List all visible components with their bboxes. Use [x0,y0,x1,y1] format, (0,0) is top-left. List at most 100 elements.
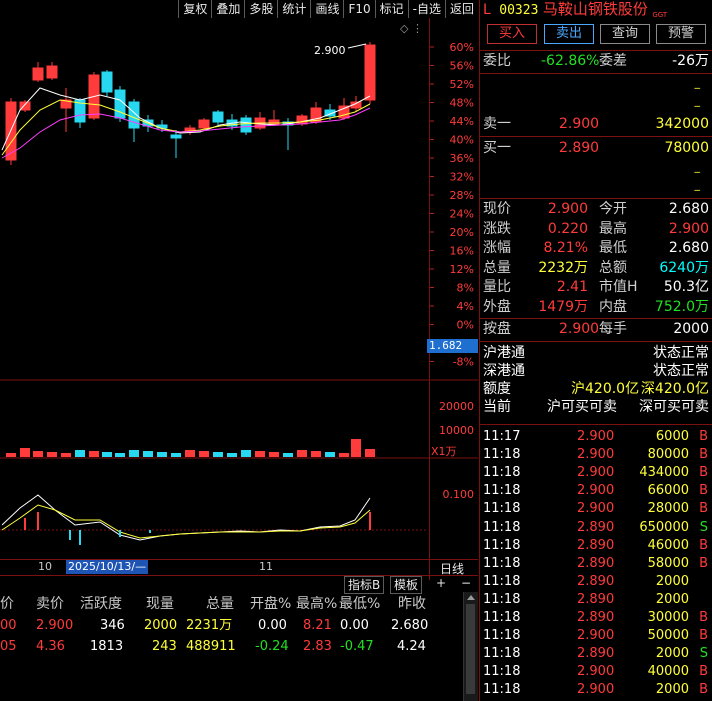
indicator-b-tab[interactable]: 指标B [344,576,385,594]
trading-status-row: 当前 沪可买可卖 深可买可卖 [483,398,709,417]
table-row[interactable]: 05 4.36 1813 243 488911 -0.24 2.83 -0.47… [0,637,462,657]
tick-price: 2.900 [577,628,615,644]
tick-side: S [699,646,708,662]
period-daily-label[interactable]: 日线 [440,562,465,576]
table-row[interactable]: 00 2.900 346 2000 2231万 0.00 8.21 0.00 2… [0,616,462,636]
cell-open-pct: -0.24 [255,639,289,654]
tick-side: S [699,519,708,535]
hk-connect-row: 沪港通 状态正常 [483,344,709,363]
volume-bar [157,452,167,457]
tick-row[interactable]: 11:18 2.890 2000 [483,572,709,591]
sell-button[interactable]: 卖出 [544,24,594,44]
quote-value: 6240万 [659,259,709,276]
divider [480,50,712,51]
buy-level-dash: _ [694,160,701,173]
alert-button[interactable]: 预警 [656,24,706,44]
kline-chart[interactable]: 2.900 60% 56% 52% 48% 44% 40% 36% 32% 28% 24% 20% 1… [0,18,478,590]
remove-tab-button[interactable]: − [461,576,472,590]
scroll-up-icon[interactable] [467,595,475,600]
divider [480,424,712,425]
tick-row[interactable]: 11:18 2.890 2000 S [483,644,709,663]
toolbar-statistics-button[interactable]: 统计 [277,0,310,18]
tick-row[interactable]: 11:18 2.890 58000 B [483,554,709,573]
volume-bar [365,449,375,457]
tick-row[interactable]: 11:18 2.900 80000 B [483,445,709,464]
ask1-price: 2.900 [559,116,600,132]
col-header-prev-close[interactable]: 昨收 [398,596,426,612]
chart-axis-labels: 60% 56% 52% 48% 44% 40% 36% 32% 28% 24% 20% 16% 12% 8… [431,41,474,501]
tick-row[interactable]: 11:18 2.890 2000 [483,590,709,609]
tick-row[interactable]: 11:18 2.900 66000 B [483,481,709,500]
tick-row[interactable]: 11:18 2.900 40000 B [483,662,709,681]
tick-row[interactable]: 11:17 2.900 6000 B [483,427,709,446]
price-annotation-label: 2.900 [314,44,346,57]
tick-row[interactable]: 11:18 2.900 2000 B [483,680,709,699]
toolbar-mark-button[interactable]: 标记 [374,0,408,18]
volume-bar [89,451,99,457]
quote-value: 2.41 [556,279,588,296]
volume-bar [20,448,30,457]
add-tab-button[interactable]: + [436,576,447,590]
table-scrollbar[interactable] [463,592,478,701]
menu-dots-icon[interactable]: ⋮ [412,22,423,35]
volume-bar [75,450,85,457]
anpan-value: 2.900 [559,321,600,337]
cell-current-vol: 2000 [144,618,178,633]
toolbar-multi-stock-button[interactable]: 多股 [244,0,277,18]
tick-row[interactable]: 11:18 2.890 46000 B [483,536,709,555]
candle-body [101,71,113,93]
tick-time: 11:18 [483,664,521,680]
quote-label: 总额 [599,259,627,276]
macd-axis-label: 0.100 [443,488,475,501]
candle-body [324,109,336,117]
divider [480,136,712,137]
col-header-activity[interactable]: 活跃度 [80,596,122,612]
buy-button[interactable]: 买入 [487,24,537,44]
toolbar-f10-button[interactable]: F10 [343,0,374,18]
col-header-price[interactable]: 价 [0,596,14,612]
date-cursor-label: 2025/10/13/— [66,560,149,574]
volume-bar [311,451,321,457]
candle-body [240,117,252,133]
quote-label: 量比 [483,279,511,296]
tick-row[interactable]: 11:18 2.900 50000 B [483,626,709,645]
col-header-open-pct[interactable]: 开盘% [250,596,292,612]
diamond-icon[interactable]: ◇ [400,22,409,35]
tick-row[interactable]: 11:18 2.900 28000 B [483,499,709,518]
cell-low-pct: -0.47 [340,639,374,654]
col-header-current-vol[interactable]: 现量 [146,596,174,612]
tick-side: B [699,483,708,499]
toolbar-remove-watchlist-button[interactable]: -自选 [407,0,445,18]
tick-price: 2.900 [577,664,615,680]
toolbar-back-button[interactable]: 返回 [444,0,478,18]
quote-value: 2.680 [668,201,709,217]
template-tab[interactable]: 模板 [390,576,423,594]
scroll-thumb[interactable] [466,604,475,694]
tick-volume: 80000 [647,447,689,463]
ask1-row[interactable]: 卖一 2.900 342000 [483,115,709,134]
col-header-ask[interactable]: 卖价 [36,596,64,612]
volume-bar [33,451,43,457]
tick-time: 11:18 [483,555,521,571]
quote-value: 2.900 [668,220,709,237]
stock-title: L 00323 马鞍山钢铁股份 GGT [483,0,709,19]
sz-connect-row: 深港通 状态正常 [483,362,709,381]
query-button[interactable]: 查询 [600,24,650,44]
tick-row[interactable]: 11:18 2.890 650000 S [483,518,709,537]
tick-price: 2.890 [577,537,615,553]
col-header-low-pct[interactable]: 最低% [339,596,381,612]
col-header-total-vol[interactable]: 总量 [206,596,234,612]
tick-price: 2.900 [577,429,615,444]
toolbar-overlay-button[interactable]: 叠加 [211,0,244,18]
col-header-high-pct[interactable]: 最高% [296,596,338,612]
bid1-row[interactable]: 买一 2.890 78000 [483,139,709,158]
stock-code: 00323 [499,3,539,18]
tick-row[interactable]: 11:18 2.900 434000 B [483,463,709,482]
toolbar-restore-rights-button[interactable]: 复权 [178,0,211,18]
tick-volume: 2000 [655,573,689,589]
cell-low-pct: 0.00 [340,618,369,633]
cell-price: 00 [0,618,17,633]
tick-row[interactable]: 11:18 2.890 30000 B [483,608,709,627]
ma-line-long [1,107,371,159]
toolbar-draw-line-button[interactable]: 画线 [310,0,343,18]
